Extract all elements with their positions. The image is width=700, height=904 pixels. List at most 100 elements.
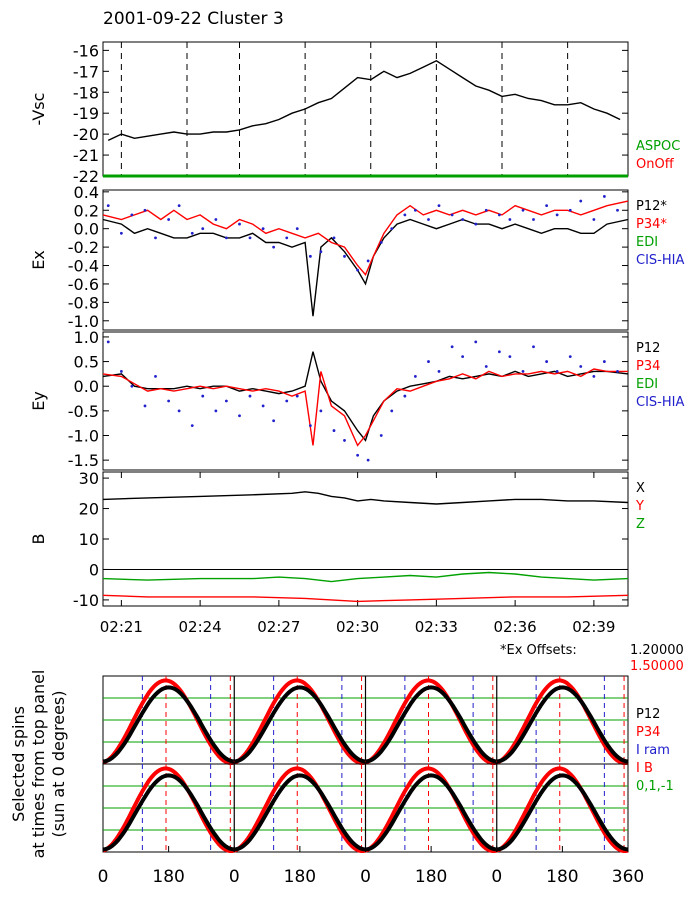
- y-tick-label: -22: [73, 167, 99, 186]
- y-tick-label: 0: [89, 560, 99, 579]
- legend-entry: P12: [636, 341, 660, 356]
- x-tick-label: 02:33: [415, 618, 458, 636]
- p34-trace: [496, 678, 629, 765]
- y-tick-label: 20: [79, 500, 99, 519]
- data-point: [437, 370, 441, 373]
- x-tick-label: 0: [98, 867, 109, 887]
- y-tick-label: 0.0: [74, 220, 99, 239]
- data-point: [308, 424, 312, 428]
- data-point: [272, 245, 276, 249]
- data-point: [379, 434, 383, 437]
- legend-entry: EDI: [636, 235, 658, 250]
- data-point: [106, 204, 110, 208]
- data-point: [130, 213, 134, 217]
- p34-trace: [102, 678, 235, 765]
- data-point: [285, 399, 289, 403]
- data-point: [497, 213, 501, 217]
- data-point: [390, 409, 394, 413]
- series-line: [102, 368, 628, 447]
- data-point: [532, 345, 535, 349]
- data-point: [592, 374, 596, 378]
- legend-entry: P12*: [636, 199, 667, 214]
- data-point: [568, 208, 572, 212]
- data-point: [332, 429, 336, 432]
- data-point: [167, 399, 171, 403]
- y-tick-label: -0.6: [68, 275, 99, 294]
- data-point: [343, 439, 346, 442]
- data-point: [248, 236, 252, 240]
- panel-ey: 1.0 0.5 0.0 -0.5 -1.0 -1.5 Ey P12 P34 EDI CIS-HIA: [29, 328, 684, 471]
- y-tick-label: -1.0: [68, 427, 99, 446]
- data-point: [319, 250, 323, 254]
- y-tick-label: -0.5: [68, 402, 99, 421]
- y-tick-label: -0.2: [68, 238, 99, 257]
- data-point: [403, 394, 407, 398]
- data-point: [555, 213, 559, 217]
- data-point: [201, 227, 205, 231]
- data-point: [224, 399, 228, 403]
- panel-frame: [102, 331, 629, 471]
- p34-trace: [102, 766, 235, 853]
- data-point: [616, 208, 619, 212]
- data-point: [497, 350, 501, 354]
- legend-entry: Y: [635, 499, 644, 514]
- data-point: [190, 231, 194, 235]
- offsets-note: *Ex Offsets:: [500, 643, 577, 658]
- p12-trace: [365, 685, 497, 764]
- offset-p12: 1.20000: [630, 643, 684, 658]
- data-point: [356, 453, 360, 457]
- figure-title: 2001-09-22 Cluster 3: [103, 9, 284, 29]
- legend-entry: ASPOC: [636, 139, 680, 154]
- data-point: [508, 218, 512, 221]
- data-point: [461, 218, 465, 221]
- y-tick-label: 0.5: [74, 353, 99, 372]
- data-point: [532, 218, 535, 221]
- y-tick-label: 1.0: [74, 328, 99, 347]
- data-point: [545, 360, 549, 363]
- data-point: [238, 414, 241, 418]
- data-point: [592, 218, 596, 221]
- data-point: [474, 340, 478, 344]
- x-tick-label: 180: [152, 867, 184, 887]
- y-tick-label: 0.2: [74, 201, 99, 220]
- data-point: [308, 254, 312, 258]
- y-tick-label: -20: [73, 125, 99, 144]
- data-point: [450, 213, 454, 217]
- data-point: [521, 370, 525, 373]
- legend-entry: CIS-HIA: [636, 395, 684, 410]
- y-axis-label: Ey: [29, 391, 48, 411]
- y-tick-label: -1.0: [68, 312, 99, 331]
- data-point: [143, 404, 147, 408]
- p12-trace: [496, 685, 629, 764]
- data-point: [521, 208, 525, 212]
- data-point: [106, 340, 110, 344]
- x-tick-label: 360: [612, 867, 644, 887]
- legend-entry: Z: [636, 517, 645, 532]
- data-point: [484, 208, 488, 212]
- data-point: [427, 218, 430, 221]
- x-tick-label: 02:39: [572, 618, 615, 636]
- data-point: [450, 345, 454, 349]
- data-point: [130, 384, 134, 388]
- p12-trace: [365, 773, 497, 852]
- y-tick-label: 0.4: [74, 183, 99, 202]
- y-axis-label: Selected spins: [9, 706, 28, 822]
- p34-trace: [364, 766, 498, 853]
- data-point: [545, 204, 549, 208]
- data-point: [343, 254, 346, 258]
- data-point: [154, 236, 157, 240]
- data-point: [167, 218, 171, 221]
- data-point: [568, 355, 572, 359]
- panel-frame: [102, 189, 629, 331]
- y-tick-label: -19: [73, 104, 99, 123]
- data-point: [261, 227, 265, 231]
- y-axis-label: Ex: [29, 250, 48, 270]
- data-point: [390, 227, 394, 231]
- legend-entry: P12: [636, 707, 660, 722]
- data-point: [248, 394, 252, 398]
- legend-entry: P34*: [636, 217, 667, 232]
- p34-trace: [364, 678, 498, 765]
- series-line: [107, 59, 621, 142]
- series-line: [102, 218, 629, 317]
